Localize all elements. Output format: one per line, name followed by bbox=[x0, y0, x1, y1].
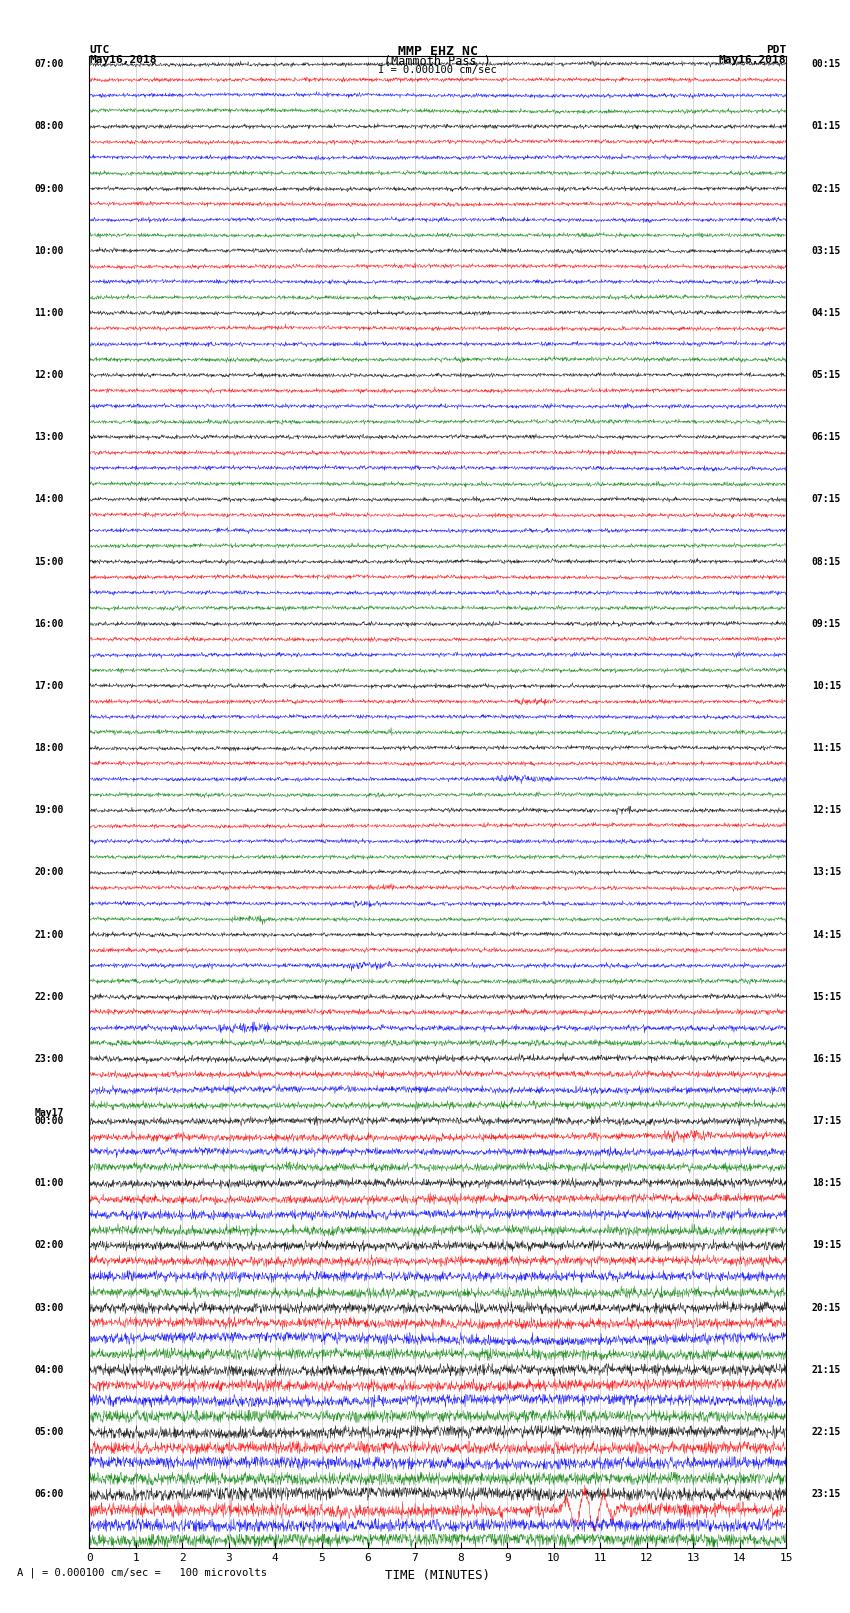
Text: 04:00: 04:00 bbox=[34, 1365, 64, 1374]
Text: 00:00: 00:00 bbox=[34, 1116, 64, 1126]
Text: 00:15: 00:15 bbox=[812, 60, 842, 69]
Text: 21:15: 21:15 bbox=[812, 1365, 842, 1374]
Text: 18:15: 18:15 bbox=[812, 1177, 842, 1189]
Text: 02:15: 02:15 bbox=[812, 184, 842, 194]
Text: 03:00: 03:00 bbox=[34, 1303, 64, 1313]
Text: 09:15: 09:15 bbox=[812, 619, 842, 629]
Text: 17:00: 17:00 bbox=[34, 681, 64, 690]
Text: 04:15: 04:15 bbox=[812, 308, 842, 318]
Text: 13:15: 13:15 bbox=[812, 868, 842, 877]
Text: 19:00: 19:00 bbox=[34, 805, 64, 815]
Text: 14:00: 14:00 bbox=[34, 495, 64, 505]
Text: 16:00: 16:00 bbox=[34, 619, 64, 629]
Text: 07:15: 07:15 bbox=[812, 495, 842, 505]
Text: 11:15: 11:15 bbox=[812, 744, 842, 753]
Text: 05:15: 05:15 bbox=[812, 369, 842, 381]
Text: 01:00: 01:00 bbox=[34, 1177, 64, 1189]
X-axis label: TIME (MINUTES): TIME (MINUTES) bbox=[385, 1569, 490, 1582]
Text: MMP EHZ NC: MMP EHZ NC bbox=[398, 45, 478, 58]
Text: 20:00: 20:00 bbox=[34, 868, 64, 877]
Text: 06:00: 06:00 bbox=[34, 1489, 64, 1498]
Text: 18:00: 18:00 bbox=[34, 744, 64, 753]
Text: 10:00: 10:00 bbox=[34, 245, 64, 256]
Text: (Mammoth Pass ): (Mammoth Pass ) bbox=[384, 55, 491, 68]
Text: May16,2018: May16,2018 bbox=[719, 55, 786, 65]
Text: 22:00: 22:00 bbox=[34, 992, 64, 1002]
Text: 11:00: 11:00 bbox=[34, 308, 64, 318]
Text: 20:15: 20:15 bbox=[812, 1303, 842, 1313]
Text: May16,2018: May16,2018 bbox=[89, 55, 156, 65]
Text: 15:00: 15:00 bbox=[34, 556, 64, 566]
Text: A | = 0.000100 cm/sec =   100 microvolts: A | = 0.000100 cm/sec = 100 microvolts bbox=[17, 1566, 267, 1578]
Text: 23:00: 23:00 bbox=[34, 1053, 64, 1065]
Text: 19:15: 19:15 bbox=[812, 1240, 842, 1250]
Text: 06:15: 06:15 bbox=[812, 432, 842, 442]
Text: 08:00: 08:00 bbox=[34, 121, 64, 131]
Text: 03:15: 03:15 bbox=[812, 245, 842, 256]
Text: 12:00: 12:00 bbox=[34, 369, 64, 381]
Text: 12:15: 12:15 bbox=[812, 805, 842, 815]
Text: 15:15: 15:15 bbox=[812, 992, 842, 1002]
Text: 09:00: 09:00 bbox=[34, 184, 64, 194]
Text: 14:15: 14:15 bbox=[812, 929, 842, 940]
Text: I = 0.000100 cm/sec: I = 0.000100 cm/sec bbox=[378, 65, 497, 74]
Text: 07:00: 07:00 bbox=[34, 60, 64, 69]
Text: 17:15: 17:15 bbox=[812, 1116, 842, 1126]
Text: UTC: UTC bbox=[89, 45, 110, 55]
Text: 10:15: 10:15 bbox=[812, 681, 842, 690]
Text: 05:00: 05:00 bbox=[34, 1428, 64, 1437]
Text: PDT: PDT bbox=[766, 45, 786, 55]
Text: 21:00: 21:00 bbox=[34, 929, 64, 940]
Text: 01:15: 01:15 bbox=[812, 121, 842, 131]
Text: May17: May17 bbox=[34, 1108, 64, 1118]
Text: 08:15: 08:15 bbox=[812, 556, 842, 566]
Text: 16:15: 16:15 bbox=[812, 1053, 842, 1065]
Text: 13:00: 13:00 bbox=[34, 432, 64, 442]
Text: 02:00: 02:00 bbox=[34, 1240, 64, 1250]
Text: 23:15: 23:15 bbox=[812, 1489, 842, 1498]
Text: 22:15: 22:15 bbox=[812, 1428, 842, 1437]
